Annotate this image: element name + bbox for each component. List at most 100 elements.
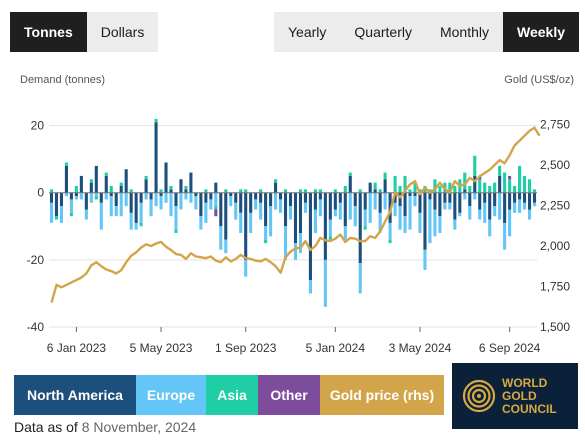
x-tick-label: 5 Jan 2024 (306, 341, 366, 355)
bar-north-america (493, 192, 497, 207)
data-as-of-label: Data as of (14, 419, 78, 435)
bar-asia (363, 226, 367, 230)
bar-europe (194, 196, 198, 210)
bar-europe (169, 192, 173, 217)
bar-europe (368, 192, 372, 223)
bar-asia (159, 189, 163, 193)
bar-europe (478, 209, 482, 220)
bar-asia (259, 189, 263, 193)
bar-north-america (184, 189, 188, 193)
legend-europe[interactable]: Europe (136, 375, 206, 415)
bar-asia (119, 182, 123, 186)
bar-asia (74, 186, 78, 193)
yearly-button[interactable]: Yearly (287, 24, 327, 40)
bar-europe (244, 259, 248, 277)
bar-europe (303, 202, 307, 213)
bar-europe (74, 196, 78, 200)
bar-europe (139, 202, 143, 223)
bar-europe (49, 202, 54, 223)
bar-asia (129, 189, 133, 193)
bar-north-america (348, 175, 352, 193)
x-tick-label: 6 Jan 2023 (47, 341, 107, 355)
bar-europe (503, 222, 507, 250)
bar-europe (214, 192, 218, 207)
bars (49, 118, 537, 307)
bar-north-america (323, 192, 327, 260)
bar-north-america (478, 192, 482, 210)
bar-europe (428, 199, 432, 244)
logo-line-3: COUNCIL (502, 401, 557, 416)
bar-north-america (69, 192, 73, 200)
bar-north-america (189, 172, 193, 193)
bar-north-america (124, 169, 128, 193)
bar-europe (283, 226, 288, 260)
bar-north-america (199, 192, 203, 217)
bar-north-america (119, 186, 123, 193)
bar-asia (348, 172, 352, 176)
bar-europe (259, 202, 263, 220)
bar-north-america (64, 165, 68, 193)
bar-asia (144, 175, 148, 180)
bar-europe (249, 212, 253, 233)
bar-north-america (59, 192, 63, 207)
monthly-button[interactable]: Monthly (439, 24, 489, 40)
bar-asia (508, 179, 512, 193)
bar-europe (488, 219, 492, 237)
bar-asia (478, 179, 482, 193)
bar-europe (448, 202, 452, 210)
dollars-button[interactable]: Dollars (100, 24, 145, 40)
bar-europe (358, 263, 362, 294)
data-as-of-date: 8 November, 2024 (81, 419, 197, 435)
bar-asia (274, 179, 278, 183)
bar-north-america (458, 192, 462, 213)
tonnes-button[interactable]: Tonnes (10, 12, 87, 52)
legend-north-america[interactable]: North America (14, 375, 136, 415)
bar-europe (149, 199, 153, 217)
bar-asia (513, 186, 517, 193)
weekly-button[interactable]: Weekly (503, 12, 579, 52)
bar-asia (527, 179, 532, 193)
bar-europe (458, 212, 462, 217)
bar-europe (493, 206, 497, 217)
y2-tick-label: 1,750 (540, 279, 570, 293)
y2-tick-label: 2,750 (540, 117, 570, 131)
bar-north-america (283, 192, 288, 227)
bar-north-america (508, 192, 512, 210)
bar-asia (388, 239, 392, 244)
bar-europe (378, 212, 382, 233)
bar-north-america (129, 192, 133, 213)
bar-north-america (139, 192, 143, 203)
bar-europe (254, 199, 258, 210)
bar-europe (179, 192, 183, 210)
x-tick-label: 3 May 2024 (389, 341, 452, 355)
bar-europe (234, 202, 238, 220)
bar-asia (498, 165, 502, 176)
period-toggle: Yearly Quarterly Monthly Weekly (273, 12, 579, 52)
world-gold-council-logo: WORLD GOLD COUNCIL (452, 363, 578, 429)
legend-asia[interactable]: Asia (206, 375, 258, 415)
bar-north-america (239, 192, 243, 213)
bar-europe (338, 202, 342, 220)
bar-europe (527, 209, 532, 220)
bar-north-america (174, 192, 178, 207)
bar-asia (448, 182, 452, 193)
bar-north-america (164, 162, 168, 193)
bar-europe (308, 280, 312, 294)
bar-europe (219, 226, 223, 250)
bar-europe (164, 192, 168, 203)
bar-europe (79, 192, 83, 200)
bar-north-america (54, 192, 59, 217)
legend-other[interactable]: Other (258, 375, 320, 415)
bar-asia (343, 186, 347, 193)
quarterly-button[interactable]: Quarterly (354, 24, 412, 40)
bar-asia (318, 189, 322, 193)
bar-asia (453, 186, 457, 193)
legend-gold-price[interactable]: Gold price (rhs) (320, 375, 444, 415)
bar-europe (104, 192, 108, 200)
bar-europe (279, 199, 283, 213)
bar-europe (353, 206, 357, 227)
bar-europe (388, 222, 392, 240)
bar-europe (124, 192, 128, 207)
bar-north-america (333, 192, 337, 210)
bar-north-america (234, 192, 238, 203)
